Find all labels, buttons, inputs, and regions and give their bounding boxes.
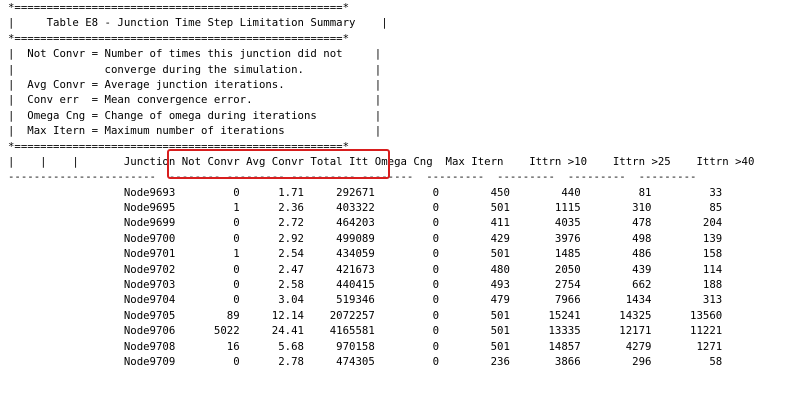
table-row: Node9695 1 2.36 403322 0 501 1115 310 85 (8, 201, 723, 215)
table-row: Node9706 5022 24.41 4165581 0 501 13335 … (8, 324, 723, 338)
table-row: Node9703 0 2.58 440415 0 493 2754 662 18… (8, 278, 723, 292)
table-row: Node9701 1 2.54 434059 0 501 1485 486 15… (8, 247, 723, 261)
legend-line: | converge during the simulation. | (8, 62, 382, 76)
table-row: Node9704 0 3.04 519346 0 479 7966 1434 3… (8, 293, 723, 307)
legend-line: | Max Itern = Maximum number of iteratio… (8, 124, 382, 138)
legend-line: | Avg Convr = Average junction iteration… (8, 77, 382, 91)
summary-title: | Table E8 - Junction Time Step Limitati… (8, 16, 388, 30)
table-row: Node9705 89 12.14 2072257 0 501 15241 14… (8, 308, 723, 322)
legend-line: | Omega Cng = Change of omega during ite… (8, 108, 382, 122)
table-header: | | | Junction Not Convr Avg Convr Total… (8, 154, 755, 168)
table-row: Node9702 0 2.47 421673 0 480 2050 439 11… (8, 262, 723, 276)
summary-border-top: *=======================================… (8, 1, 350, 14)
table-row: Node9700 0 2.92 499089 0 429 3976 498 13… (8, 231, 723, 245)
table-row: Node9709 0 2.78 474305 0 236 3866 296 58 (8, 354, 723, 368)
legend-line: | Not Convr = Number of times this junct… (8, 47, 382, 61)
summary-border: *=======================================… (8, 31, 350, 45)
report-output: *=======================================… (8, 0, 754, 369)
table-row: Node9708 16 5.68 970158 0 501 14857 4279… (8, 339, 723, 353)
table-row: Node9699 0 2.72 464203 0 411 4035 478 20… (8, 216, 723, 230)
table-row: Node9693 0 1.71 292671 0 450 440 81 33 (8, 185, 723, 199)
highlight-box (167, 149, 390, 179)
legend-line: | Conv err = Mean convergence error. | (8, 93, 382, 107)
